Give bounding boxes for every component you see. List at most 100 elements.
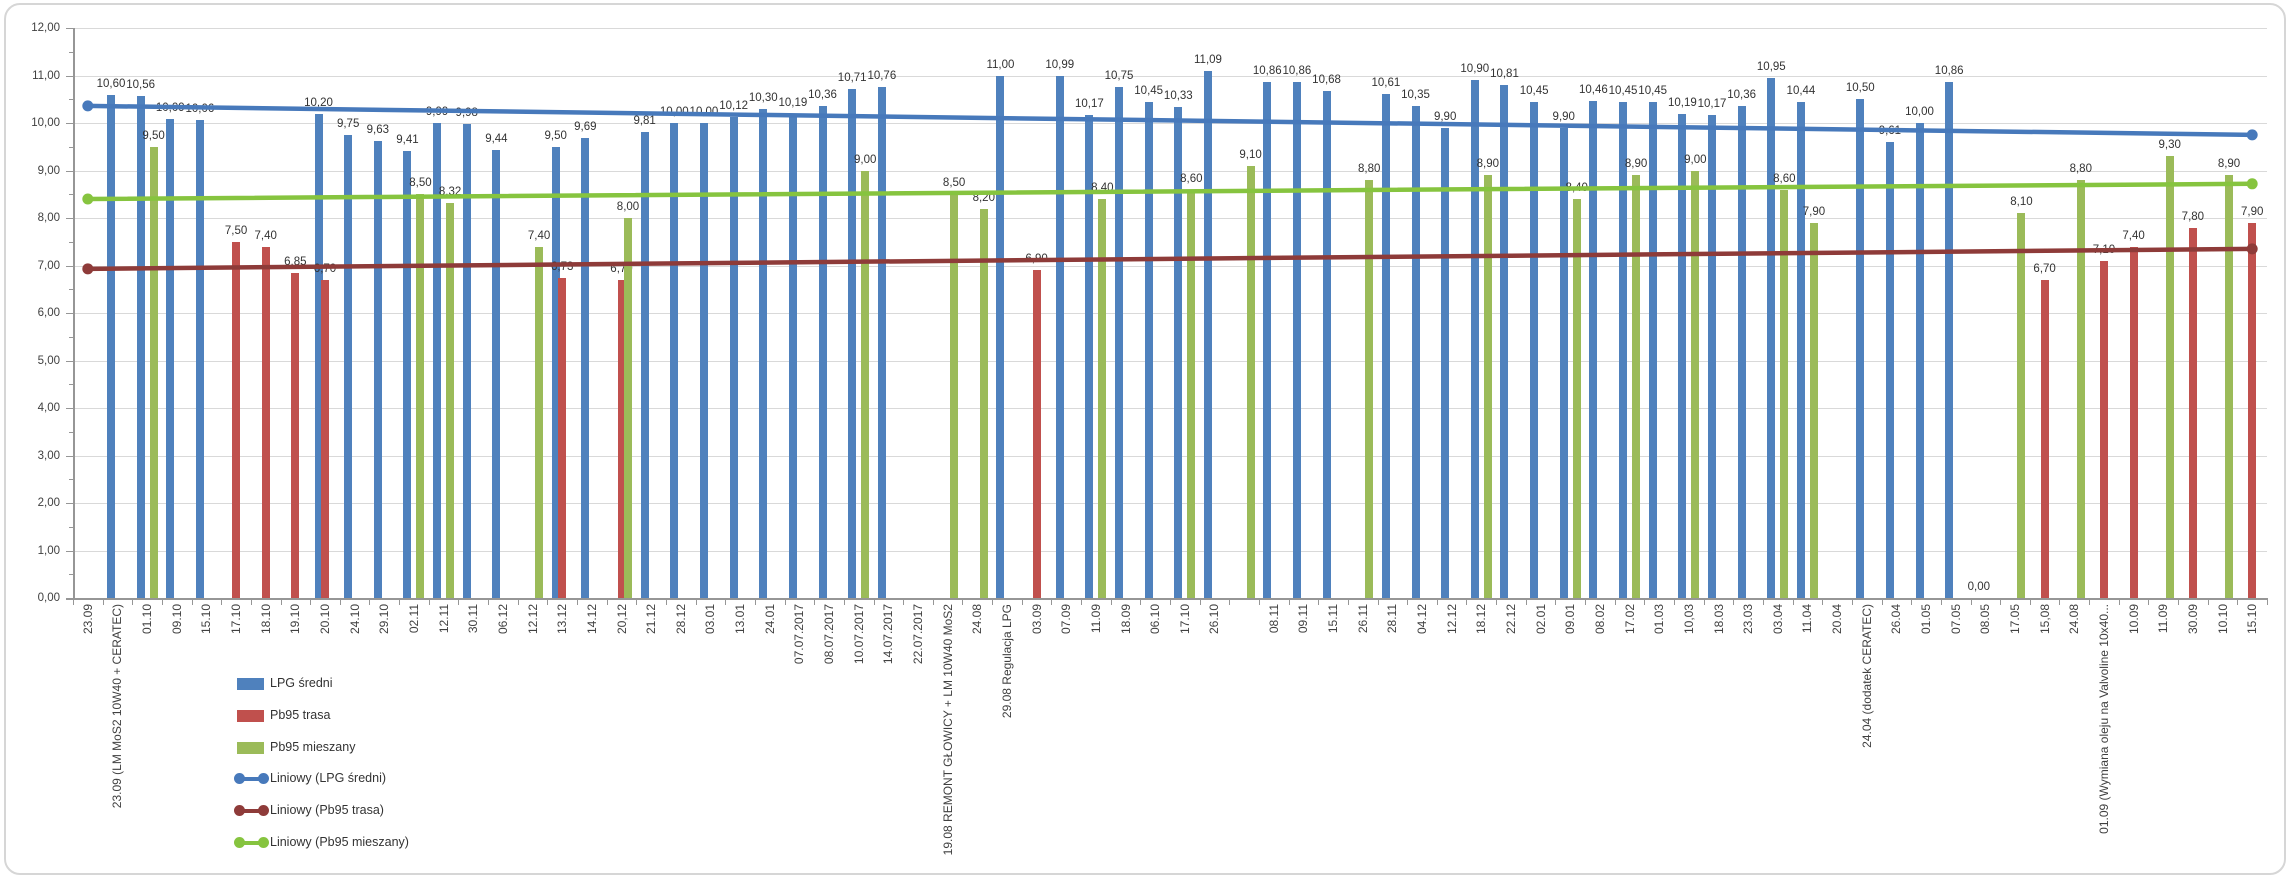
x-axis-tick	[2089, 598, 2091, 605]
gridline	[73, 123, 2267, 124]
legend-item: Liniowy (Pb95 trasa)	[234, 801, 497, 821]
bar-lpg	[106, 94, 115, 598]
x-axis-tick	[1288, 598, 1290, 605]
y-axis-minor-tick	[69, 431, 73, 433]
gridline	[73, 408, 2267, 409]
legend-label: Liniowy (LPG średni)	[270, 771, 387, 786]
bar-lpg	[195, 120, 204, 598]
bar-lpg	[848, 89, 857, 598]
bar-value-label: 9,00	[853, 153, 877, 166]
gridline	[73, 455, 2267, 457]
x-axis-tick	[1525, 598, 1527, 605]
bar-mieszany	[979, 208, 988, 598]
bar-mieszany	[2076, 180, 2085, 598]
y-axis-line	[73, 28, 75, 600]
bar-value-label: 10,86	[1934, 65, 1964, 78]
legend-label: Pb95 mieszany	[270, 739, 356, 754]
x-axis-tick	[1585, 598, 1587, 605]
bar-lpg	[1619, 101, 1628, 598]
trendline-marker-icon	[2246, 129, 2258, 141]
bar-lpg	[1085, 114, 1094, 598]
legend-trendline-dot-icon	[258, 805, 269, 817]
legend-trendline-icon	[237, 841, 266, 845]
x-axis-tick	[1347, 598, 1349, 605]
bar-mieszany	[1365, 180, 1374, 598]
bar-value-label: 7,50	[224, 224, 248, 237]
bar-trasa	[2099, 260, 2108, 598]
bar-mieszany	[1572, 199, 1581, 598]
legend-trendline-icon	[237, 809, 266, 814]
x-axis-tick	[1674, 598, 1676, 605]
y-axis-tick	[66, 75, 73, 77]
bar-value-label: 10,36	[1727, 88, 1757, 101]
x-axis-tick	[1911, 598, 1913, 605]
y-axis-minor-tick	[69, 51, 73, 53]
y-axis-minor-tick	[69, 99, 73, 101]
y-axis-label: 1,00	[37, 544, 60, 557]
bar-trasa	[1032, 270, 1041, 598]
trendline-2	[85, 181, 2255, 202]
bar-lpg	[1796, 102, 1805, 598]
bar-value-label: 10,33	[1163, 90, 1193, 103]
bar-value-label: 9,75	[336, 117, 360, 130]
bar-value-label: 10,45	[1134, 84, 1164, 97]
x-axis-tick	[962, 598, 964, 605]
bar-value-label: 8,60	[1180, 172, 1203, 185]
bar-lpg	[1885, 141, 1894, 598]
bar-lpg	[1737, 105, 1746, 598]
x-axis-tick	[2118, 598, 2120, 605]
x-axis-tick	[695, 598, 697, 605]
x-axis-tick	[102, 598, 104, 605]
bar-value-label: 8,80	[2069, 163, 2092, 175]
bar-lpg	[1530, 101, 1539, 598]
bar-value-label: 9,44	[485, 132, 508, 145]
x-axis-tick	[547, 598, 549, 605]
bar-lpg	[314, 113, 323, 598]
bar-lpg	[1559, 127, 1568, 598]
x-axis-tick	[1703, 598, 1705, 605]
bar-value-label: 10,71	[837, 72, 867, 85]
x-axis-tick	[992, 598, 994, 605]
bar-value-label: 9,00	[1684, 153, 1707, 166]
trendline-marker-icon	[2246, 243, 2258, 255]
x-axis-tick	[636, 598, 638, 605]
bar-value-label: 8,90	[1624, 158, 1648, 171]
legend-trendline-dot-icon	[258, 773, 269, 785]
x-axis-tick	[1614, 598, 1616, 605]
x-axis-tick	[814, 598, 816, 605]
x-axis-tick	[1496, 598, 1498, 605]
x-axis-tick	[488, 598, 490, 605]
legend-label: Liniowy (Pb95 mieszany)	[270, 835, 409, 849]
legend-item: LPG średni	[237, 674, 497, 694]
trendline-marker-icon	[82, 263, 94, 275]
bar-lpg	[699, 123, 708, 598]
bar-value-label: 7,90	[1802, 205, 1826, 218]
bar-mieszany	[624, 218, 632, 598]
bar-value-label: 10,75	[1104, 70, 1134, 83]
bar-lpg	[1055, 75, 1064, 598]
y-axis-tick	[66, 265, 73, 267]
trendline-marker-icon	[82, 100, 94, 112]
bar-value-label: 8,90	[1476, 158, 1499, 171]
x-axis-tick	[725, 598, 727, 605]
legend-trendline-icon	[237, 777, 266, 782]
bar-value-label: 10,45	[1638, 84, 1668, 97]
bar-trasa	[2248, 222, 2257, 598]
bar-value-label: 10,17	[1697, 97, 1727, 110]
x-axis-tick	[1258, 598, 1260, 605]
bar-lpg	[1589, 101, 1598, 598]
bar-value-label: 8,50	[409, 177, 432, 190]
x-axis-tick	[399, 598, 401, 605]
x-axis-tick	[1318, 598, 1320, 605]
x-axis-tick	[428, 598, 430, 605]
y-axis-tick	[66, 123, 73, 124]
bar-mieszany	[446, 202, 455, 598]
bar-value-label: 7,40	[2122, 229, 2145, 242]
bar-value-label: 10,60	[96, 77, 126, 90]
gridline	[73, 265, 2267, 267]
y-axis-minor-tick	[69, 146, 73, 148]
trendline-marker-icon	[2246, 178, 2258, 190]
x-axis-tick	[1110, 598, 1112, 605]
bar-value-label: 9,81	[633, 115, 656, 128]
x-axis-tick	[2148, 598, 2150, 605]
